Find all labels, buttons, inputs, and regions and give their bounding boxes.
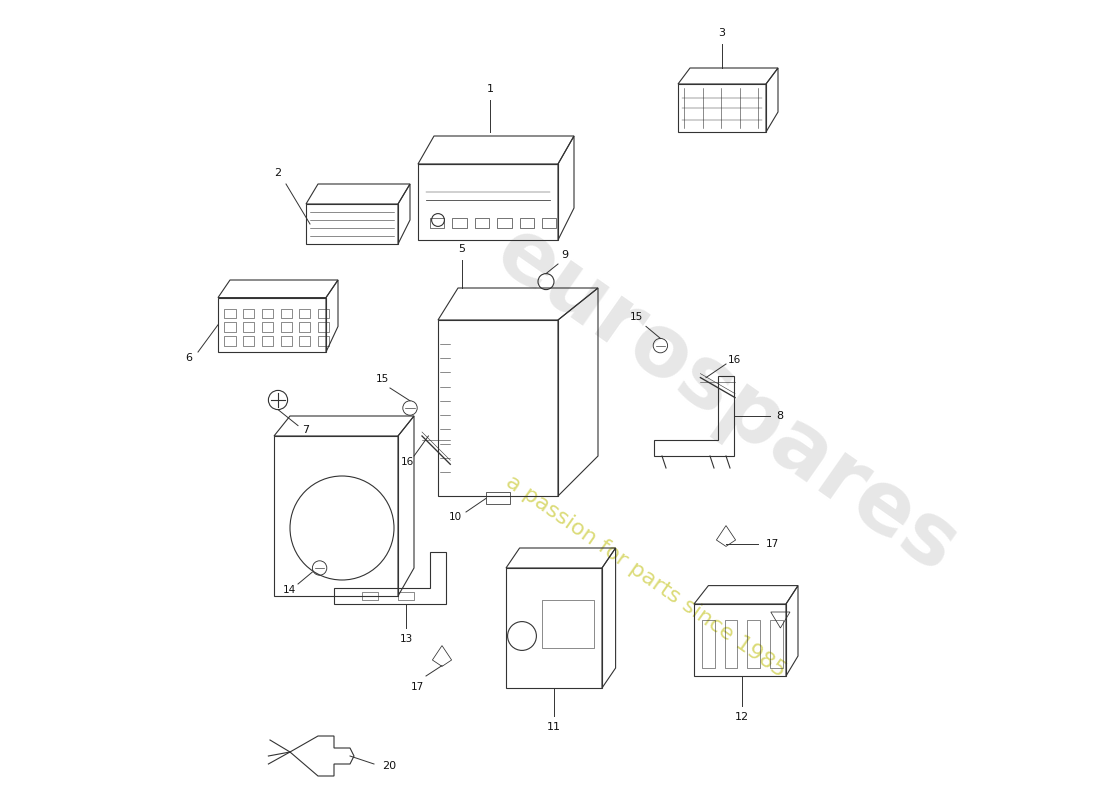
Bar	[262, 336, 273, 346]
Bar	[702, 620, 715, 668]
Bar	[678, 84, 766, 132]
Text: 7: 7	[302, 426, 309, 435]
Bar	[243, 336, 254, 346]
Bar	[438, 320, 558, 496]
Text: 1: 1	[486, 84, 494, 94]
Bar	[519, 218, 534, 228]
Text: 2: 2	[274, 168, 282, 178]
Text: a passion for parts since 1985: a passion for parts since 1985	[503, 471, 790, 681]
Bar	[306, 204, 398, 244]
Bar	[747, 620, 760, 668]
Text: 13: 13	[399, 634, 412, 643]
Bar	[418, 164, 558, 240]
Bar	[280, 336, 292, 346]
Text: 8: 8	[777, 411, 783, 421]
Bar	[497, 218, 512, 228]
Text: 15: 15	[375, 374, 388, 384]
Bar	[542, 600, 594, 648]
Text: 12: 12	[735, 712, 749, 722]
Bar	[318, 309, 329, 318]
Bar	[262, 309, 273, 318]
Bar	[452, 218, 466, 228]
Bar	[318, 336, 329, 346]
Bar	[274, 436, 398, 596]
Bar	[318, 322, 329, 332]
Bar	[218, 298, 326, 352]
Bar	[280, 322, 292, 332]
Bar	[542, 218, 557, 228]
Bar	[725, 620, 737, 668]
Text: 5: 5	[459, 245, 465, 254]
Bar	[224, 322, 235, 332]
Text: 9: 9	[561, 250, 568, 260]
Text: 6: 6	[185, 353, 191, 362]
Bar	[770, 620, 783, 668]
Text: 16: 16	[727, 355, 740, 365]
Bar	[243, 309, 254, 318]
Text: 14: 14	[283, 585, 296, 594]
Bar	[224, 309, 235, 318]
Bar	[262, 322, 273, 332]
Bar	[362, 592, 378, 600]
Bar	[299, 336, 310, 346]
Bar	[299, 322, 310, 332]
Text: 11: 11	[547, 722, 561, 731]
Bar	[398, 592, 414, 600]
Bar	[430, 218, 444, 228]
Text: 17: 17	[410, 682, 424, 691]
Bar	[280, 309, 292, 318]
Bar	[694, 604, 786, 676]
Text: 15: 15	[630, 313, 644, 322]
Bar	[486, 492, 510, 504]
Text: 3: 3	[718, 29, 726, 38]
Bar	[475, 218, 490, 228]
Bar	[506, 568, 602, 688]
Bar	[243, 322, 254, 332]
Text: 20: 20	[382, 762, 396, 771]
Bar	[299, 309, 310, 318]
Text: 17: 17	[766, 539, 779, 549]
Text: eurospares: eurospares	[478, 210, 974, 590]
Text: 10: 10	[449, 512, 462, 522]
Bar	[224, 336, 235, 346]
Text: 16: 16	[402, 458, 415, 467]
